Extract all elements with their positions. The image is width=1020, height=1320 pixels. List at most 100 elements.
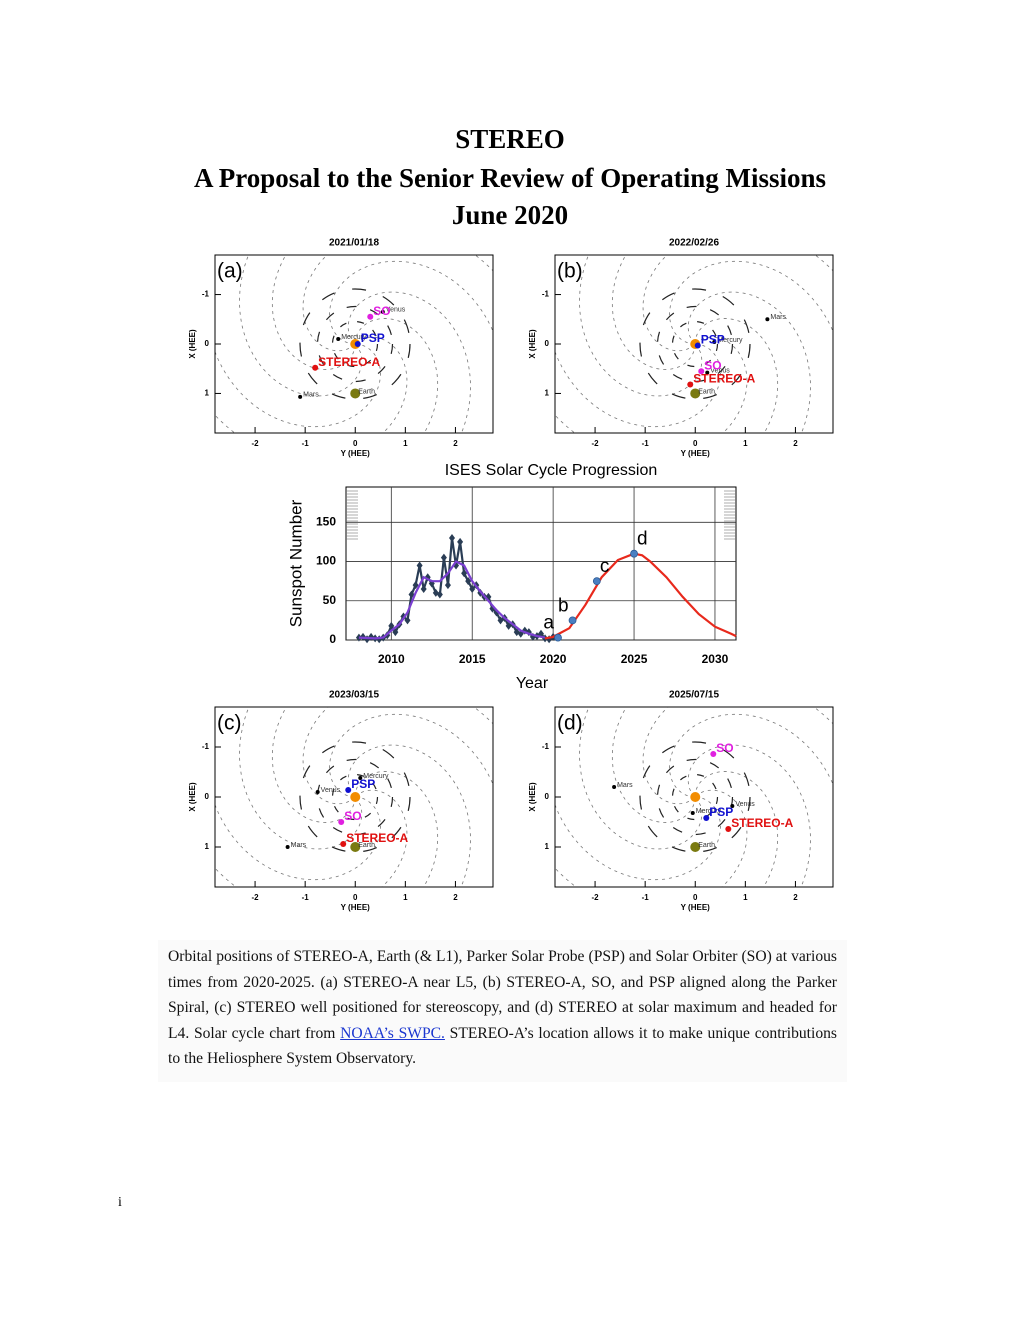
spiral [695, 771, 779, 887]
spiral [347, 744, 471, 887]
spiral [642, 255, 833, 352]
y-axis-label: X (HEE) [188, 329, 197, 359]
x-tick-label: 1 [403, 893, 408, 902]
point-label: SO [704, 358, 721, 372]
point-label: c [600, 556, 610, 577]
point-label: Mars [770, 314, 786, 321]
point [690, 792, 701, 802]
spirals [555, 707, 833, 887]
point [687, 381, 694, 388]
orbit-arc [299, 741, 411, 853]
spiral [302, 707, 493, 805]
caption-link[interactable]: NOAA’s SWPC. [340, 1024, 445, 1042]
point-label: Mercury [341, 334, 367, 341]
marker [469, 585, 476, 593]
y-axis-label: Sunspot Number [286, 499, 305, 627]
x-tick-label: -1 [642, 439, 650, 448]
spirals [215, 255, 493, 433]
panel-label: (d) [557, 712, 583, 735]
point-label: Mars [617, 782, 633, 789]
point [698, 368, 705, 375]
y-tick-label: 0 [545, 792, 550, 801]
marker [388, 621, 395, 630]
point [345, 787, 352, 793]
x-tick-label: -1 [642, 893, 650, 902]
x-tick-label: -2 [252, 893, 260, 902]
x-tick-label: 0 [353, 439, 358, 448]
spiral [215, 344, 381, 428]
point-label: STEREO-A [731, 816, 793, 830]
x-tick-label: 0 [693, 439, 698, 448]
marker [457, 537, 464, 546]
spiral [555, 789, 748, 887]
x-tick-label: -1 [302, 439, 310, 448]
point-label: Venus [710, 368, 730, 375]
point [350, 792, 361, 802]
x-tick-label: -2 [592, 893, 600, 902]
spiral [579, 707, 703, 850]
spiral [239, 707, 363, 850]
y-tick-label: 0 [329, 632, 336, 646]
marker [436, 590, 443, 599]
point-label: a [543, 613, 554, 634]
marker [554, 633, 562, 642]
marker [420, 585, 427, 593]
marker [392, 628, 399, 637]
point-label: Venus [386, 307, 406, 314]
y-tick-label: 0 [205, 792, 210, 801]
point [285, 845, 290, 849]
point-label: SO [716, 741, 733, 755]
spiral [579, 255, 703, 397]
x-axis-label: Year [516, 675, 549, 692]
point [350, 842, 361, 852]
point-label: STEREO-A [318, 355, 380, 369]
panel-title: 2025/07/15 [669, 690, 719, 701]
orbit-arc [671, 320, 719, 368]
x-tick-label: 2020 [540, 652, 567, 666]
point-label: Venus [321, 787, 341, 794]
spiral [329, 713, 493, 797]
point [315, 790, 320, 794]
marker [416, 561, 423, 570]
point-label: Mercury [696, 808, 722, 815]
point [725, 826, 732, 832]
spiral [239, 255, 363, 397]
y-tick-label: 0 [205, 339, 210, 348]
x-tick-label: 1 [403, 439, 408, 448]
subtitle: A Proposal to the Senior Review of Opera… [194, 163, 826, 193]
point [730, 804, 735, 808]
spiral [687, 744, 811, 887]
x-tick-label: -2 [592, 439, 600, 448]
point-label: Earth [698, 842, 715, 849]
chart-title: ISES Solar Cycle Progression [445, 462, 658, 479]
spiral [355, 771, 439, 887]
point [340, 841, 347, 847]
point [312, 364, 319, 371]
spirals [215, 707, 493, 887]
point-label: STEREO-A [693, 372, 755, 386]
panel-title: 2023/03/15 [329, 690, 379, 701]
spiral [347, 291, 471, 433]
point-label: PSP [351, 777, 375, 791]
orbit-arc [639, 288, 751, 400]
y-tick-label: -1 [542, 290, 550, 299]
point-label: SO [373, 304, 390, 318]
panel-label: (a) [217, 260, 243, 283]
point-label: Mercury [717, 337, 743, 344]
panel-title: 2021/01/18 [329, 238, 379, 249]
orbit-arc [331, 320, 379, 368]
spiral [555, 344, 721, 428]
point-label: PSP [709, 805, 733, 819]
marker [404, 616, 411, 625]
x-tick-label: 0 [693, 893, 698, 902]
point [612, 785, 617, 789]
x-tick-label: 2 [453, 893, 458, 902]
point-label: Earth [358, 388, 375, 395]
point-label: STEREO-A [346, 831, 408, 845]
marker [568, 616, 577, 625]
orbit-arc [656, 758, 734, 836]
spiral [695, 318, 779, 433]
point-label: Earth [698, 388, 715, 395]
